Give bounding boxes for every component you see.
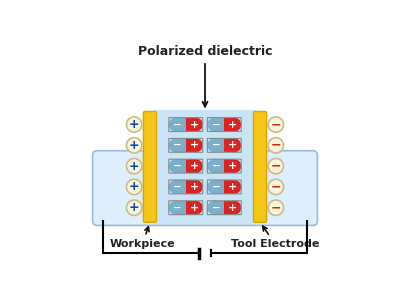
Text: −: −: [173, 119, 182, 130]
Text: Polarized dielectric: Polarized dielectric: [138, 45, 272, 107]
Circle shape: [169, 138, 183, 152]
Bar: [214, 138, 234, 152]
Circle shape: [169, 118, 183, 131]
Text: −: −: [212, 119, 220, 130]
Circle shape: [207, 180, 221, 194]
Text: −: −: [173, 161, 182, 171]
Text: +: +: [228, 119, 237, 130]
Circle shape: [207, 201, 221, 214]
Circle shape: [189, 138, 203, 152]
FancyBboxPatch shape: [144, 112, 156, 222]
Text: +: +: [129, 180, 140, 194]
Text: +: +: [228, 182, 237, 192]
Circle shape: [227, 138, 241, 152]
Circle shape: [268, 200, 284, 215]
Text: −: −: [212, 203, 220, 213]
Text: +: +: [190, 203, 199, 213]
Text: +: +: [129, 118, 140, 131]
Circle shape: [189, 118, 203, 131]
Text: −: −: [212, 140, 220, 150]
Bar: [186, 201, 196, 214]
Text: +: +: [129, 160, 140, 172]
Circle shape: [126, 158, 142, 174]
Bar: [214, 118, 234, 131]
Circle shape: [227, 180, 241, 194]
Circle shape: [268, 117, 284, 132]
Text: +: +: [228, 203, 237, 213]
Bar: [224, 159, 234, 173]
FancyBboxPatch shape: [152, 110, 258, 224]
Bar: [224, 201, 234, 214]
Circle shape: [189, 180, 203, 194]
Circle shape: [126, 179, 142, 195]
Bar: [214, 159, 234, 173]
Circle shape: [227, 118, 241, 131]
Text: −: −: [212, 161, 220, 171]
Text: −: −: [173, 182, 182, 192]
Circle shape: [189, 201, 203, 214]
Text: −: −: [173, 203, 182, 213]
Text: −: −: [270, 160, 281, 172]
Text: −: −: [270, 139, 281, 152]
Text: +: +: [190, 182, 199, 192]
Text: +: +: [190, 119, 199, 130]
Bar: [224, 180, 234, 194]
Circle shape: [169, 201, 183, 214]
Circle shape: [169, 180, 183, 194]
Text: +: +: [190, 140, 199, 150]
Circle shape: [227, 118, 241, 131]
Text: +: +: [129, 201, 140, 214]
Text: +: +: [228, 161, 237, 171]
Text: −: −: [270, 201, 281, 214]
Bar: [176, 201, 196, 214]
Bar: [176, 159, 196, 173]
Bar: [224, 138, 234, 152]
Text: +: +: [129, 139, 140, 152]
Circle shape: [227, 180, 241, 194]
Bar: [224, 118, 234, 131]
Circle shape: [126, 117, 142, 132]
Circle shape: [169, 159, 183, 173]
Circle shape: [207, 138, 221, 152]
Circle shape: [227, 159, 241, 173]
Circle shape: [189, 159, 203, 173]
Circle shape: [189, 118, 203, 131]
Bar: [176, 118, 196, 131]
Circle shape: [189, 201, 203, 214]
Circle shape: [126, 138, 142, 153]
Text: +: +: [228, 140, 237, 150]
FancyBboxPatch shape: [254, 112, 267, 222]
FancyBboxPatch shape: [92, 151, 318, 225]
Text: −: −: [212, 182, 220, 192]
Circle shape: [268, 138, 284, 153]
Circle shape: [227, 201, 241, 214]
Text: +: +: [190, 161, 199, 171]
Circle shape: [227, 138, 241, 152]
Bar: [214, 201, 234, 214]
Circle shape: [189, 138, 203, 152]
Bar: [186, 159, 196, 173]
Bar: [186, 180, 196, 194]
Circle shape: [189, 180, 203, 194]
Circle shape: [227, 201, 241, 214]
Bar: [186, 118, 196, 131]
Text: Workpiece: Workpiece: [110, 227, 175, 249]
Text: −: −: [270, 118, 281, 131]
Circle shape: [207, 159, 221, 173]
Bar: [186, 138, 196, 152]
Text: −: −: [270, 180, 281, 194]
Bar: [214, 180, 234, 194]
Circle shape: [268, 179, 284, 195]
Circle shape: [126, 200, 142, 215]
Circle shape: [189, 159, 203, 173]
Bar: [176, 180, 196, 194]
Text: Tool Electrode: Tool Electrode: [231, 226, 320, 249]
Text: −: −: [173, 140, 182, 150]
Circle shape: [268, 158, 284, 174]
Circle shape: [207, 118, 221, 131]
Bar: [176, 138, 196, 152]
Circle shape: [227, 159, 241, 173]
